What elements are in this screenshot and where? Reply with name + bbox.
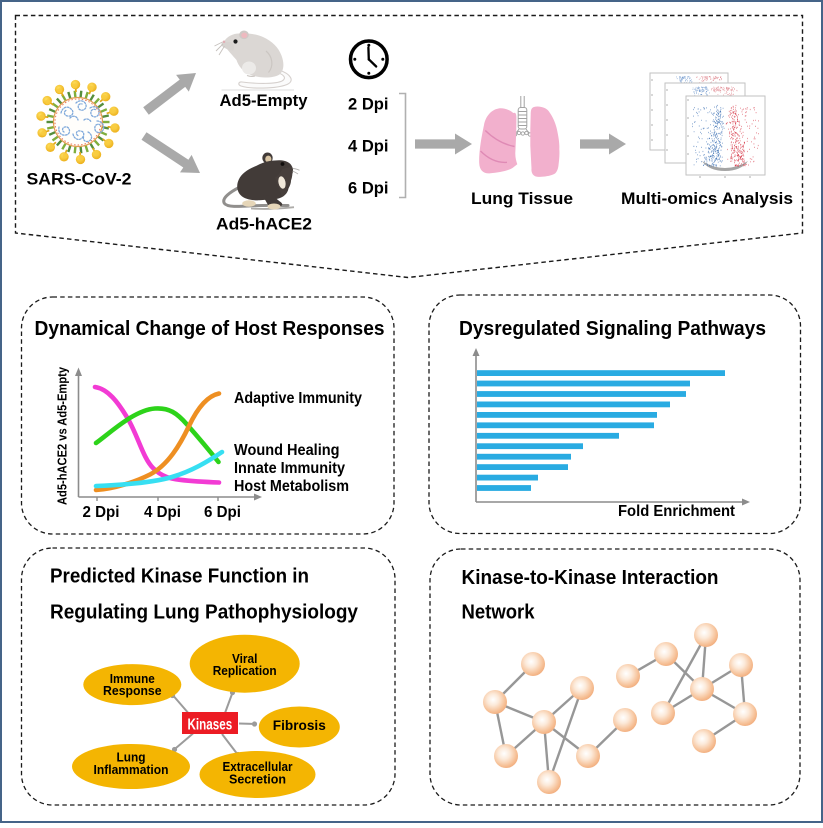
svg-text:Dysregulated Signaling Pathway: Dysregulated Signaling Pathways	[459, 318, 766, 340]
svg-text:4 Dpi: 4 Dpi	[348, 137, 389, 156]
svg-text:Ad5-Empty: Ad5-Empty	[220, 91, 309, 110]
svg-text:6 Dpi: 6 Dpi	[204, 504, 241, 521]
svg-text:Regulating Lung Pathophysiolog: Regulating Lung Pathophysiology	[50, 602, 359, 624]
svg-text:2 Dpi: 2 Dpi	[348, 95, 389, 114]
svg-text:Kinase-to-Kinase Interaction: Kinase-to-Kinase Interaction	[462, 567, 719, 589]
svg-text:6 Dpi: 6 Dpi	[348, 179, 389, 198]
svg-text:Dynamical Change of Host Respo: Dynamical Change of Host Responses	[35, 318, 385, 340]
svg-text:SARS-CoV-2: SARS-CoV-2	[27, 170, 132, 189]
svg-text:Network: Network	[462, 602, 536, 624]
svg-text:Predicted Kinase Function in: Predicted Kinase Function in	[50, 566, 309, 588]
svg-text:Replication: Replication	[213, 664, 277, 678]
svg-text:Adaptive Immunity: Adaptive Immunity	[234, 390, 362, 407]
svg-text:2 Dpi: 2 Dpi	[83, 504, 120, 521]
svg-text:Ad5-hACE2: Ad5-hACE2	[216, 215, 312, 234]
svg-text:Multi-omics Analysis: Multi-omics Analysis	[621, 189, 793, 208]
svg-text:Fold Enrichment: Fold Enrichment	[618, 503, 735, 520]
svg-text:Host Metabolism: Host Metabolism	[234, 478, 349, 495]
svg-text:Fibrosis: Fibrosis	[273, 717, 326, 733]
svg-text:Secretion: Secretion	[229, 773, 286, 787]
svg-text:Wound Healing: Wound Healing	[234, 442, 340, 459]
svg-text:4 Dpi: 4 Dpi	[144, 504, 181, 521]
svg-text:Innate Immunity: Innate Immunity	[234, 460, 345, 477]
svg-text:Response: Response	[103, 684, 162, 698]
svg-text:Ad5-hACE2 vs Ad5-Empty: Ad5-hACE2 vs Ad5-Empty	[55, 366, 70, 505]
svg-text:Inflammation: Inflammation	[94, 763, 169, 777]
svg-text:Lung Tissue: Lung Tissue	[471, 189, 573, 208]
svg-text:Kinases: Kinases	[188, 716, 233, 733]
